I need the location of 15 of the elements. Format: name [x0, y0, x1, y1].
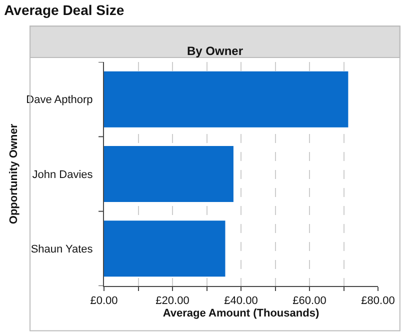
y-tick-label: Shaun Yates [30, 244, 94, 256]
bar [104, 220, 226, 277]
y-tick-label: Dave Apthorp [26, 94, 93, 106]
x-tick-label: £60.00 [292, 295, 326, 308]
x-tick-label: £80.00 [361, 295, 395, 308]
chart-subtitle: By Owner [187, 44, 244, 58]
y-tick-label: John Davies [32, 168, 94, 181]
y-axis-title: Opportunity Owner [8, 123, 20, 224]
bar [104, 71, 348, 128]
x-axis-title: Average Amount (Thousands) [162, 307, 320, 320]
bar [104, 146, 234, 202]
chart-title: Average Deal Size [4, 2, 124, 18]
x-tick-label: £20.00 [156, 295, 190, 308]
x-tick-label: £0.00 [90, 295, 118, 308]
x-tick-label: £40.00 [224, 295, 258, 308]
